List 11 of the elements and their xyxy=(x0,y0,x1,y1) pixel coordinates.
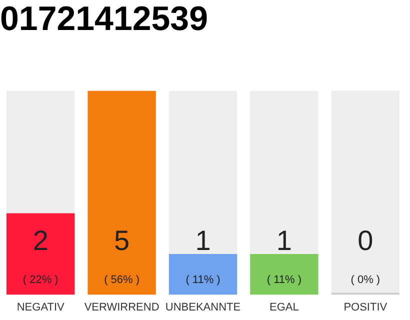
x-tick-label: NEGATIV xyxy=(16,301,65,314)
x-tick-label: POSITIV xyxy=(344,301,388,314)
data-label: 5 ( 56% ) xyxy=(104,224,140,286)
x-tick-label: VERWIRREND xyxy=(84,301,160,314)
data-label: 0 ( 0% ) xyxy=(350,224,380,286)
x-tick-label: EGAL xyxy=(270,301,299,314)
x-tick-label: UNBEKANNTE xyxy=(165,301,241,314)
data-label: 2 ( 22% ) xyxy=(22,224,58,286)
data-label: 1 ( 11% ) xyxy=(186,224,220,286)
data-label: 1 ( 11% ) xyxy=(266,224,302,286)
chart-title: 01721412539 xyxy=(0,0,208,38)
